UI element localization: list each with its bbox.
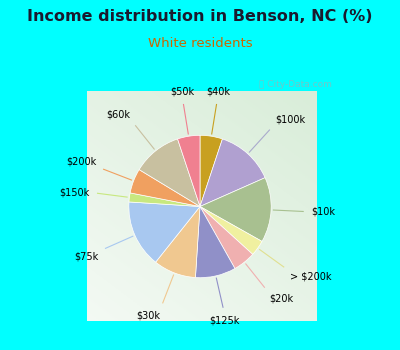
Text: > $200k: > $200k bbox=[290, 272, 332, 282]
Wedge shape bbox=[196, 206, 235, 278]
Wedge shape bbox=[200, 206, 262, 254]
Wedge shape bbox=[139, 139, 200, 206]
Text: $60k: $60k bbox=[106, 110, 130, 119]
Text: $30k: $30k bbox=[136, 310, 160, 320]
Wedge shape bbox=[130, 170, 200, 206]
Text: $20k: $20k bbox=[270, 294, 294, 303]
Text: White residents: White residents bbox=[148, 37, 252, 50]
Text: Income distribution in Benson, NC (%): Income distribution in Benson, NC (%) bbox=[27, 9, 373, 24]
Text: $150k: $150k bbox=[59, 187, 90, 197]
Wedge shape bbox=[129, 202, 200, 262]
Wedge shape bbox=[178, 135, 200, 206]
Wedge shape bbox=[129, 193, 200, 206]
Text: $50k: $50k bbox=[170, 86, 194, 97]
Text: $10k: $10k bbox=[311, 207, 335, 217]
Wedge shape bbox=[200, 206, 253, 268]
Text: $75k: $75k bbox=[74, 252, 98, 261]
Wedge shape bbox=[200, 139, 265, 206]
Text: ⓘ City-Data.com: ⓘ City-Data.com bbox=[259, 80, 332, 89]
Text: $40k: $40k bbox=[206, 86, 230, 97]
Text: $125k: $125k bbox=[210, 315, 240, 325]
Wedge shape bbox=[156, 206, 200, 278]
Text: $100k: $100k bbox=[275, 114, 305, 124]
Text: $200k: $200k bbox=[66, 156, 96, 166]
Wedge shape bbox=[200, 178, 271, 242]
Wedge shape bbox=[200, 135, 222, 206]
